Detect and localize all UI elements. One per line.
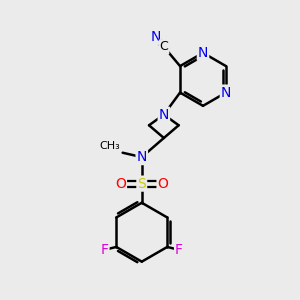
Text: N: N	[136, 150, 147, 164]
Text: CH₃: CH₃	[100, 141, 121, 151]
Text: N: N	[198, 46, 208, 60]
Text: O: O	[158, 177, 168, 190]
Text: N: N	[159, 108, 169, 122]
Text: C: C	[160, 40, 168, 53]
Text: N: N	[150, 30, 161, 44]
Text: F: F	[100, 243, 109, 257]
Text: F: F	[175, 243, 183, 257]
Text: O: O	[115, 177, 126, 190]
Text: N: N	[221, 85, 231, 100]
Text: S: S	[137, 177, 146, 190]
